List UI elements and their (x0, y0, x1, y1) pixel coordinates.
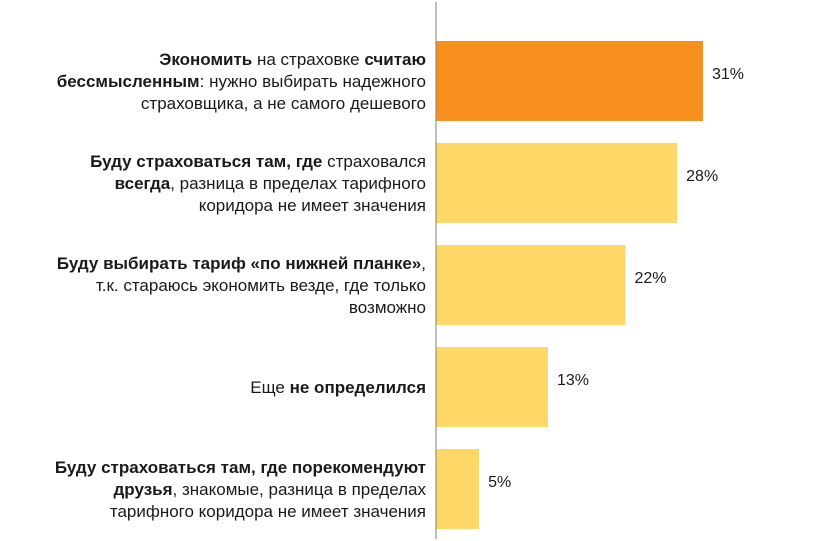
category-label-2: Буду страховаться там, где страховался вс… (90, 152, 426, 215)
value-label-2: 28% (686, 168, 718, 185)
value-label-1: 31% (712, 66, 744, 83)
bar-4 (436, 347, 548, 427)
category-labels-group: Экономить на страховке считаю бессмысленн… (55, 50, 427, 521)
bars-group (436, 41, 703, 529)
bar-2 (436, 143, 678, 223)
category-label-4: Еще не определился (250, 378, 426, 397)
bar-5 (436, 449, 480, 529)
bar-1 (436, 41, 703, 121)
value-label-3: 22% (634, 270, 666, 287)
category-label-3: Буду выбирать тариф «по нижней планке», т… (57, 254, 426, 317)
category-label-5: Буду страховаться там, где порекомендуют… (55, 458, 427, 521)
bar-3 (436, 245, 626, 325)
value-label-4: 13% (557, 372, 589, 389)
value-labels-group: 31% 28% 22% 13% 5% (488, 66, 744, 491)
category-label-1: Экономить на страховке считаю бессмысленн… (57, 50, 426, 113)
value-label-5: 5% (488, 474, 511, 491)
